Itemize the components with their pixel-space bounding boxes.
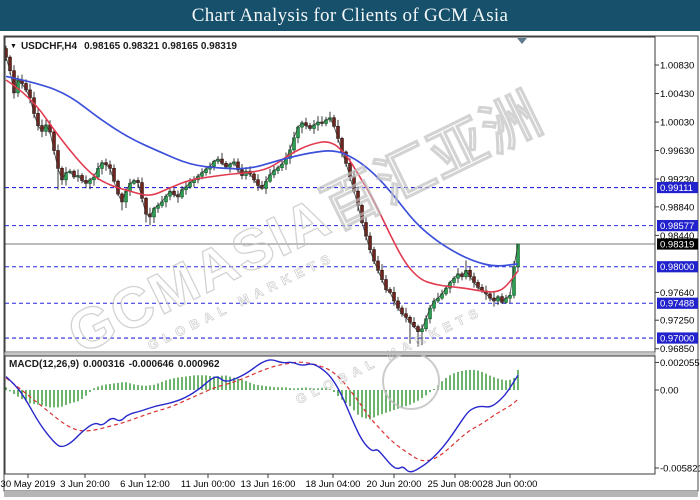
- axis-label: 18 Jun 04:00: [306, 479, 361, 490]
- ohlc-values: 0.98165 0.98321 0.98165 0.98319: [84, 41, 237, 52]
- level-price-label-bg: [657, 332, 698, 344]
- axis-label: 25 Jun 08:00: [428, 479, 483, 490]
- axis-label: 0.97488: [660, 299, 694, 310]
- axis-label: 6 Jun 12:00: [120, 479, 170, 490]
- ma-red-line: [5, 79, 519, 293]
- chart-shift-marker: [517, 38, 527, 44]
- axis-label: 0.002055: [660, 358, 700, 369]
- symbol-period-label: USDCHF,H4: [20, 41, 78, 52]
- axis-label: 20 Jun 20:00: [367, 479, 422, 490]
- level-price-label-bg: [657, 261, 698, 273]
- axis-label: 0.99111: [660, 183, 693, 194]
- macd-value: 0.000316: [83, 359, 125, 370]
- ma-blue-line: [5, 75, 519, 267]
- macd-indicator-label: MACD(12,26,9): [9, 359, 80, 370]
- axis-label: 0.97250: [660, 316, 694, 327]
- candlestick-series[interactable]: [4, 45, 520, 347]
- axis-label: 1.00830: [660, 60, 694, 71]
- macd-header: MACD(12,26,9) 0.000316 -0.000646 0.000962: [9, 359, 224, 370]
- level-price-label-bg: [657, 181, 698, 194]
- title-bar: Chart Analysis for Clients of GCM Asia: [0, 0, 700, 31]
- main-plot-border: [4, 36, 656, 353]
- macd-panel[interactable]: [5, 359, 519, 473]
- axis-label: -0.005821: [660, 463, 700, 474]
- axis-label: 1.00030: [660, 117, 694, 128]
- macd-plot-border: [4, 355, 656, 475]
- axis-label: 0.98840: [660, 202, 694, 213]
- axis-label: 1.00430: [660, 89, 694, 100]
- axis-label: 0.97000: [660, 333, 694, 344]
- page-title: Chart Analysis for Clients of GCM Asia: [191, 5, 509, 26]
- panel-splitter[interactable]: [4, 351, 656, 357]
- axis-label: 0.99630: [660, 146, 694, 157]
- close-price-line: [5, 57, 519, 333]
- support-resistance-lines: [5, 186, 655, 339]
- price-axis[interactable]: 1.00830 1.00430 1.00030 0.99630 0.99230 0.988…: [655, 60, 700, 474]
- level-price-label-bg: [657, 220, 698, 232]
- current-price-label-bg: [657, 238, 698, 250]
- axis-label: 11 Jun 00:00: [181, 479, 235, 490]
- chevron-down-icon[interactable]: ▼: [10, 43, 17, 50]
- axis-label: 0.98440: [660, 231, 694, 242]
- symbol-header: ▼ USDCHF,H4 0.98165 0.98321 0.98165 0.9831…: [10, 41, 237, 52]
- axis-label: 0.98319: [660, 239, 694, 250]
- axis-label: 0.98000: [660, 262, 694, 273]
- axis-label: 0.99230: [660, 174, 694, 185]
- macd-signal-value: -0.000646: [128, 359, 174, 370]
- axis-label: 3 Jun 20:00: [60, 479, 110, 490]
- axis-label: 0.98577: [660, 221, 694, 232]
- axis-label: 30 May 2019: [1, 479, 56, 490]
- window-bottom-strip: [4, 491, 698, 497]
- moving-averages: [5, 75, 519, 293]
- axis-label: 0.96850: [660, 344, 694, 355]
- axis-label: 13 Jun 16:00: [241, 479, 296, 490]
- macd-main-line: [5, 359, 519, 473]
- axis-label: 0.97640: [660, 288, 694, 299]
- axis-label: 28 Jun 00:00: [483, 479, 538, 490]
- window-border: [3, 35, 699, 492]
- time-axis[interactable]: 30 May 2019 3 Jun 20:00 6 Jun 12:00 11 Jun …: [1, 474, 538, 490]
- macd-histogram-value: 0.000962: [177, 359, 220, 370]
- level-price-label-bg: [657, 297, 698, 309]
- macd-signal-line: [5, 361, 519, 462]
- axis-label: 0.00: [660, 385, 679, 396]
